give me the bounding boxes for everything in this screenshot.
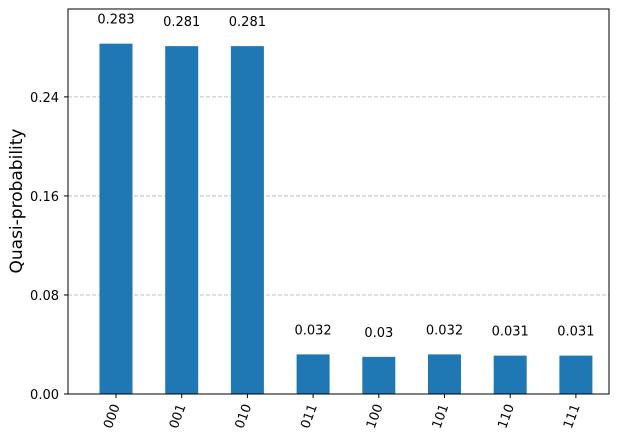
- x-tick-label: 001: [167, 402, 190, 430]
- bar: [165, 46, 199, 394]
- x-tick-label: 111: [561, 402, 584, 430]
- y-tick-label: 0.00: [30, 388, 59, 403]
- x-tick-label: 010: [233, 402, 256, 430]
- bar: [99, 43, 133, 394]
- bar: [428, 354, 461, 394]
- value-label: 0.281: [229, 15, 266, 30]
- y-tick-label: 0.24: [30, 91, 59, 106]
- y-axis-label: Quasi-probability: [7, 129, 27, 274]
- x-tick-label: 100: [364, 402, 387, 430]
- x-tick-label: 101: [430, 402, 453, 430]
- x-tick-label: 000: [101, 402, 124, 430]
- value-label: 0.281: [163, 15, 200, 30]
- x-tick-label: 110: [495, 402, 518, 430]
- bar: [362, 356, 396, 394]
- x-tick-label: 011: [298, 402, 321, 430]
- y-tick-label: 0.16: [30, 190, 59, 205]
- value-label: 0.032: [294, 323, 331, 338]
- value-label: 0.031: [492, 325, 529, 340]
- value-label: 0.283: [97, 13, 134, 28]
- y-tick-label: 0.08: [30, 289, 59, 304]
- value-label: 0.031: [557, 325, 594, 340]
- bar: [559, 355, 593, 394]
- bar: [493, 355, 527, 394]
- bar: [296, 354, 330, 394]
- value-label: 0.032: [426, 323, 463, 338]
- bar: [230, 46, 264, 394]
- plot-frame: [67, 8, 610, 395]
- value-label: 0.03: [364, 326, 393, 341]
